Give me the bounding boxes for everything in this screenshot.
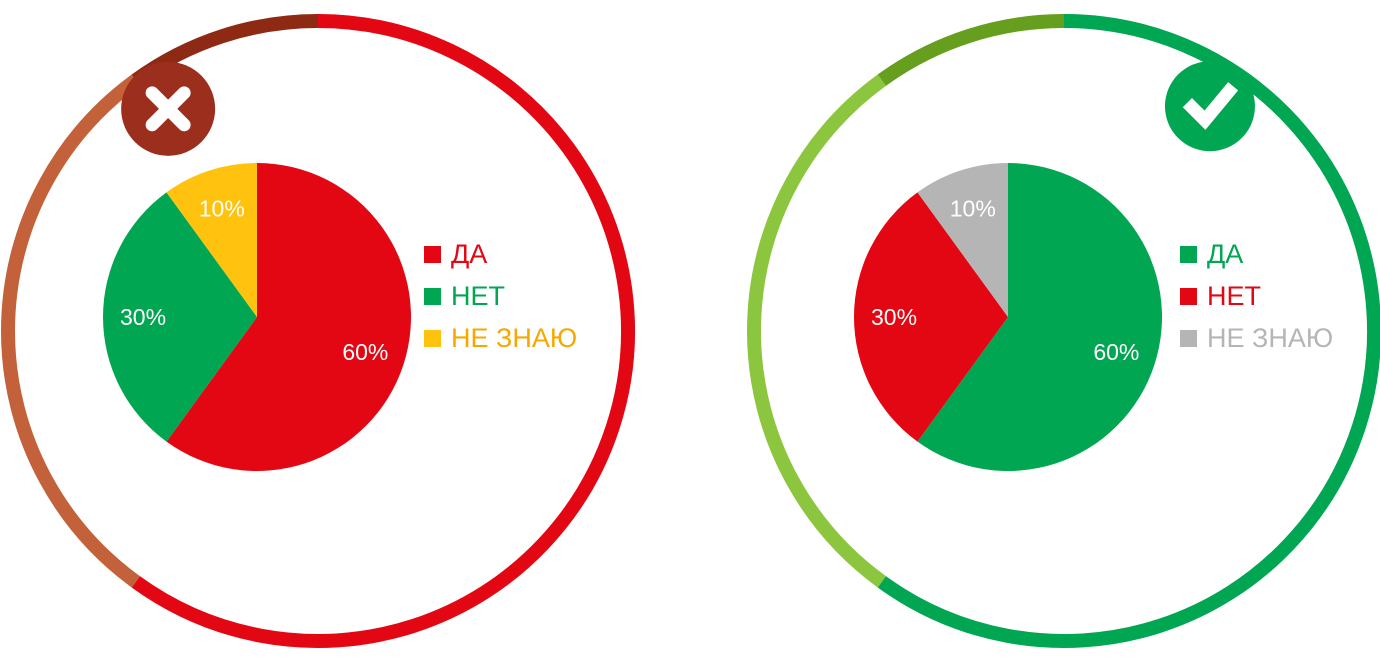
legend-swatch bbox=[424, 245, 441, 263]
legend-wrong: ДА НЕТ НЕ ЗНАЮ bbox=[424, 238, 577, 354]
legend-item: ДА bbox=[424, 238, 577, 270]
pie-slice bbox=[917, 163, 1008, 317]
pie-slice bbox=[917, 163, 1162, 471]
legend-label: НЕ ЗНАЮ bbox=[1207, 323, 1334, 353]
pie-slice-label: 10% bbox=[950, 196, 996, 222]
ring-segment bbox=[131, 14, 635, 648]
check-icon bbox=[1182, 82, 1239, 130]
legend-swatch bbox=[424, 287, 441, 305]
pie-slice bbox=[102, 192, 257, 442]
ring-segment bbox=[747, 74, 886, 588]
legend-swatch bbox=[1180, 245, 1197, 263]
legend-swatch bbox=[1180, 329, 1197, 347]
pie-slice-label: 30% bbox=[120, 304, 166, 330]
pie-slice bbox=[166, 163, 257, 317]
pie-slice-label: 60% bbox=[342, 339, 388, 365]
legend-item: ДА bbox=[1180, 238, 1333, 270]
legend-label: ДА bbox=[451, 239, 488, 269]
ring-segment bbox=[877, 14, 1065, 86]
legend-swatch bbox=[1180, 287, 1197, 305]
legend-swatch bbox=[424, 329, 441, 347]
ring-segment bbox=[1, 74, 140, 588]
pie-slice bbox=[854, 192, 1008, 442]
legend-item: НЕ ЗНАЮ bbox=[1180, 322, 1333, 354]
legend-item: НЕТ bbox=[1180, 280, 1333, 312]
pie-slice-label: 10% bbox=[199, 196, 245, 222]
legend-item: НЕ ЗНАЮ bbox=[424, 322, 577, 354]
pie-slice-label: 60% bbox=[1093, 339, 1139, 365]
legend-item: НЕТ bbox=[424, 280, 577, 312]
legend-label: НЕ ЗНАЮ bbox=[451, 323, 578, 353]
legend-label: НЕТ bbox=[1207, 281, 1261, 311]
pie-slice bbox=[166, 163, 411, 471]
cross-icon bbox=[145, 86, 191, 132]
legend-label: ДА bbox=[1207, 239, 1244, 269]
legend-correct: ДА НЕТ НЕ ЗНАЮ bbox=[1180, 238, 1333, 354]
legend-label: НЕТ bbox=[451, 281, 505, 311]
pie-slice-label: 30% bbox=[871, 304, 917, 330]
